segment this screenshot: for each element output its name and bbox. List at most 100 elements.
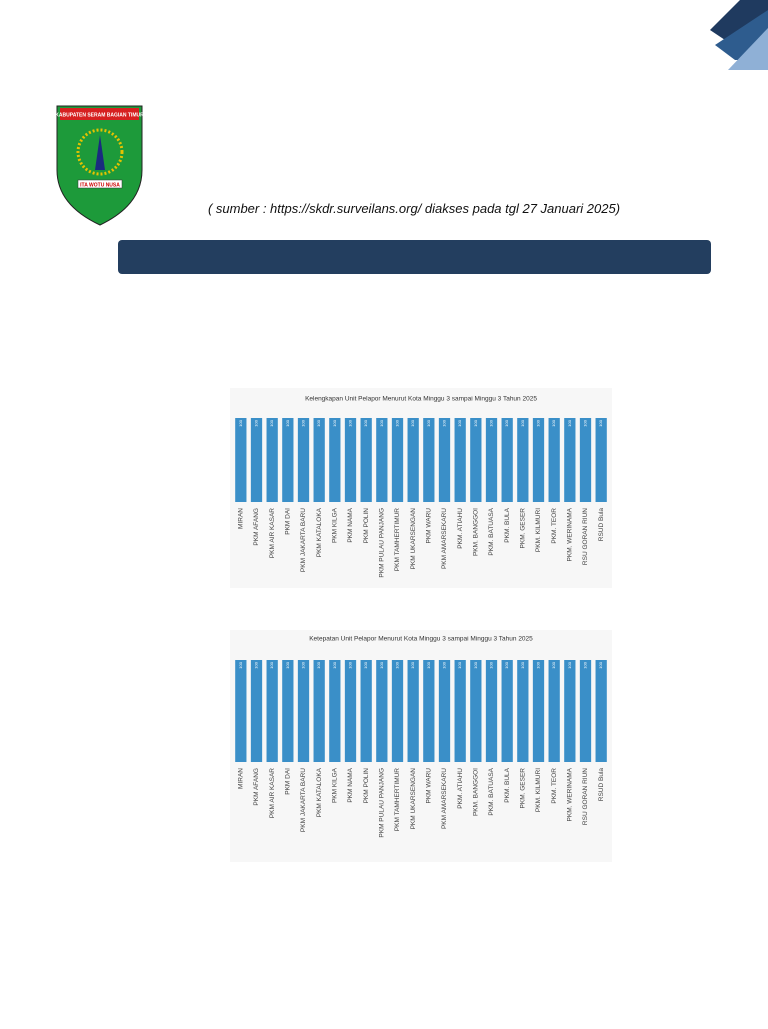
bar: [266, 660, 278, 762]
data-label: 100: [332, 419, 337, 426]
data-label: 100: [254, 661, 259, 668]
bar: [454, 660, 466, 762]
bar: [485, 660, 498, 762]
x-tick-label: PKM KATALOKA: [316, 507, 323, 557]
bar: [235, 660, 247, 762]
data-label: 100: [536, 661, 541, 668]
x-tick-label: PKM UKARSENGAN: [410, 508, 417, 570]
data-label: 100: [442, 419, 447, 426]
bar: [517, 660, 529, 762]
x-tick-label: PKM. TEOR: [551, 768, 558, 804]
data-label: 100: [254, 419, 259, 426]
x-tick-label: PKM. BANGGOI: [473, 768, 480, 816]
data-label: 100: [567, 661, 572, 668]
banner: [118, 240, 711, 274]
data-label: 100: [426, 419, 431, 426]
bar: [517, 418, 529, 502]
bar: [438, 660, 451, 762]
data-label: 100: [301, 419, 306, 426]
x-tick-label: MIRAN: [238, 508, 245, 529]
x-tick-label: PKM. WERINAMA: [567, 507, 574, 561]
bar: [564, 418, 576, 502]
x-tick-label: PKM PULAU PANJANG: [379, 508, 386, 578]
bar: [391, 418, 404, 502]
x-tick-label: PKM TAMHERTIMUR: [394, 508, 401, 572]
data-label: 100: [269, 419, 274, 426]
data-label: 100: [504, 661, 509, 668]
x-tick-label: PKM KILGA: [332, 767, 339, 803]
data-label: 100: [348, 661, 353, 668]
data-label: 100: [316, 661, 321, 668]
x-tick-label: MIRAN: [238, 768, 245, 789]
bar: [329, 418, 341, 502]
data-label: 100: [504, 419, 509, 426]
data-label: 100: [363, 661, 368, 668]
data-label: 100: [473, 661, 478, 668]
data-label: 100: [583, 661, 588, 668]
data-label: 100: [301, 661, 306, 668]
bar: [407, 418, 419, 502]
x-tick-label: PKM AMARSEKARU: [441, 768, 448, 829]
x-tick-label: PKM UKARSENGAN: [410, 768, 417, 830]
x-tick-label: PKM KILGA: [332, 507, 339, 543]
x-tick-label: RSU GORAN RIUN: [582, 508, 589, 565]
data-label: 100: [238, 419, 243, 426]
bar: [266, 418, 278, 502]
x-tick-label: PKM JAKARTA BARU: [300, 768, 307, 832]
data-label: 100: [285, 419, 290, 426]
bar: [313, 418, 325, 502]
chart-title: Kelengkapan Unit Pelapor Menurut Kota Mi…: [305, 396, 537, 403]
bar: [250, 660, 263, 762]
bar: [501, 418, 513, 502]
data-label: 100: [457, 661, 462, 668]
data-label: 100: [598, 419, 603, 426]
data-label: 100: [567, 419, 572, 426]
chart-panel: [230, 630, 612, 862]
x-tick-label: PKM AFANG: [253, 508, 260, 546]
x-tick-label: PKM. BATUASA: [488, 767, 495, 815]
data-label: 100: [520, 419, 525, 426]
bar: [376, 418, 388, 502]
data-label: 100: [410, 419, 415, 426]
bar: [532, 418, 545, 502]
x-tick-label: PKM KATALOKA: [316, 767, 323, 817]
x-tick-label: PKM. BULA: [504, 507, 511, 542]
bar: [595, 418, 607, 502]
data-label: 100: [363, 419, 368, 426]
data-label: 100: [269, 661, 274, 668]
bar: [485, 418, 498, 502]
bar: [282, 418, 294, 502]
logo: KABUPATEN SERAM BAGIAN TIMUR ITA WOTU NU…: [55, 105, 144, 226]
data-label: 100: [316, 419, 321, 426]
x-tick-label: RSUD Bula: [598, 508, 605, 542]
bar: [423, 418, 435, 502]
bar: [595, 660, 607, 762]
bar: [454, 418, 466, 502]
bar: [407, 660, 419, 762]
logo-text: KABUPATEN SERAM BAGIAN TIMUR: [55, 113, 144, 119]
data-label: 100: [457, 419, 462, 426]
bar: [360, 660, 372, 762]
data-label: 100: [551, 661, 556, 668]
bar: [250, 418, 263, 502]
bar: [579, 660, 592, 762]
bar: [235, 418, 247, 502]
bar: [579, 418, 592, 502]
x-tick-label: PKM AMARSEKARU: [441, 508, 448, 569]
x-tick-label: PKM AIR KASAR: [269, 508, 276, 559]
data-label: 100: [395, 419, 400, 426]
x-tick-label: PKM TAMHERTIMUR: [394, 768, 401, 832]
decor: [710, 0, 768, 40]
bar: [438, 418, 451, 502]
data-label: 100: [238, 661, 243, 668]
data-label: 100: [410, 661, 415, 668]
x-tick-label: PKM. TEOR: [551, 508, 558, 544]
x-tick-label: RSU GORAN RIUN: [582, 768, 589, 825]
bar: [344, 660, 357, 762]
x-tick-label: PKM NAMA: [347, 767, 354, 802]
x-tick-label: PKM. WERINAMA: [567, 767, 574, 821]
source-text: ( sumber : https://skdr.surveilans.org/ …: [208, 201, 620, 216]
bar: [532, 660, 545, 762]
bar: [376, 660, 388, 762]
